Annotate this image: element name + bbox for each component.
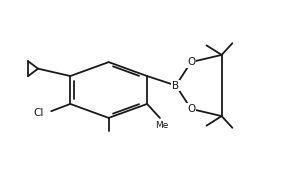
Text: O: O [187,57,195,67]
Text: O: O [187,104,195,114]
Text: Me: Me [155,121,168,130]
Text: Cl: Cl [34,108,44,118]
Text: B: B [172,80,179,91]
